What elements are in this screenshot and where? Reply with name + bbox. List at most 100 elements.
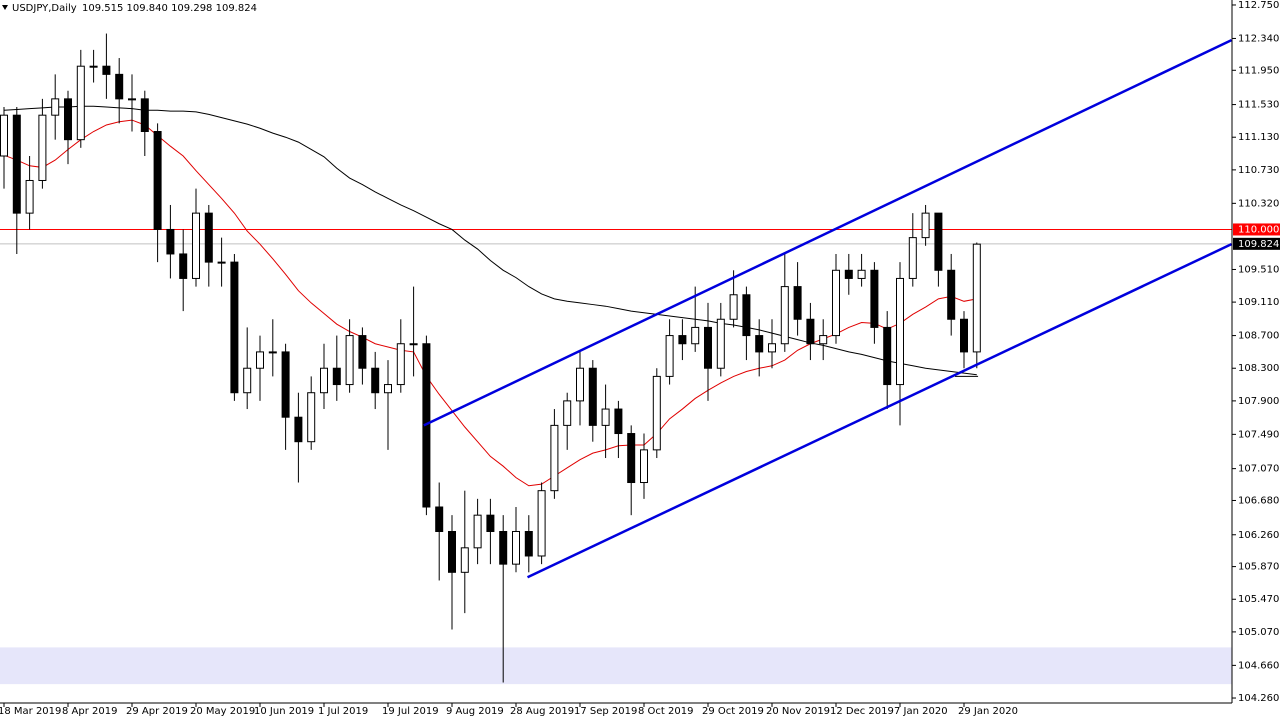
candle-body (870, 269, 879, 328)
candle-body (76, 65, 85, 141)
candle-body (780, 286, 789, 345)
candle-body (102, 65, 111, 75)
candle-body (358, 335, 367, 369)
candle-body (934, 212, 943, 271)
candle-body (486, 514, 495, 532)
x-tick-label: 20 May 2019 (190, 706, 255, 717)
price-label-box (1233, 223, 1280, 236)
candle-body (588, 367, 597, 426)
x-tick-label: 8 Oct 2019 (638, 706, 693, 717)
candle-body (153, 131, 162, 230)
candle-body (473, 514, 482, 549)
candle-body (384, 384, 392, 394)
candle-body (793, 286, 802, 320)
candle-body (716, 318, 725, 369)
moving-average (3, 105, 977, 376)
candle-body (972, 243, 981, 353)
candle-body (89, 65, 98, 68)
candle-body (896, 277, 904, 386)
support-zone (0, 647, 1232, 685)
y-tick-label: 111.130 (1238, 132, 1279, 143)
candle-body (140, 98, 149, 133)
candle-body (320, 367, 328, 394)
symbol-menu[interactable] (2, 5, 8, 10)
plot-area (0, 33, 1233, 685)
x-tick-label: 20 Nov 2019 (766, 706, 830, 717)
candle-body (179, 253, 188, 279)
candle-body (832, 269, 840, 337)
x-tick-label: 19 Jul 2019 (382, 706, 439, 717)
x-tick-label: 28 Aug 2019 (510, 706, 574, 717)
quote: 109.515 109.840 109.298 109.824 (82, 3, 257, 14)
candle-body (0, 114, 8, 157)
candle-body (396, 343, 405, 386)
candle-body (614, 408, 623, 435)
moving-average (3, 119, 977, 487)
candle-body (563, 400, 572, 426)
candle-body (307, 392, 316, 443)
symbol-title: USDJPY,Daily (12, 3, 77, 14)
candle-body (128, 98, 136, 101)
x-tick-label: 7 Jan 2020 (894, 706, 948, 717)
candle-body (25, 179, 34, 214)
candle-body (627, 433, 636, 484)
y-tick-label: 107.900 (1238, 396, 1279, 407)
candle-body (537, 490, 546, 557)
candle-body (448, 530, 456, 573)
y-tick-label: 105.470 (1238, 594, 1279, 605)
candle-body (268, 351, 277, 354)
y-tick-label: 111.950 (1238, 65, 1279, 76)
candle-body (640, 449, 648, 484)
candle-body (768, 343, 776, 353)
candle-body (908, 237, 917, 279)
y-tick-label: 109.510 (1238, 264, 1279, 275)
y-tick-label: 108.300 (1238, 363, 1279, 374)
y-tick-label: 112.750 (1238, 0, 1279, 11)
x-tick-label: 9 Aug 2019 (446, 706, 504, 717)
candle-body (204, 212, 213, 263)
candle-body (371, 367, 380, 394)
candle-body (409, 343, 418, 346)
candle-body (729, 294, 738, 320)
x-tick-label: 29 Oct 2019 (702, 706, 764, 717)
candle-body (460, 547, 469, 573)
candle-body (844, 269, 853, 279)
y-tick-label: 112.340 (1238, 33, 1279, 44)
candle-body (256, 351, 264, 369)
y-tick-label: 110.320 (1238, 198, 1279, 209)
candle-body (115, 73, 124, 100)
y-tick-label: 107.490 (1238, 429, 1279, 440)
candle-body (332, 367, 341, 386)
trendline (423, 38, 1233, 427)
candle-body (742, 294, 751, 337)
x-tick-label: 10 Jun 2019 (254, 706, 314, 717)
trendline (526, 243, 1233, 579)
candle-body (499, 530, 508, 565)
candle-body (166, 228, 175, 255)
y-tick-label: 111.530 (1238, 100, 1279, 111)
candle-body (230, 261, 239, 394)
candle-body (947, 269, 956, 320)
candle-body (576, 367, 584, 402)
x-tick-label: 29 Jan 2020 (958, 706, 1018, 717)
candle-body (678, 335, 687, 345)
y-tick-label: 109.110 (1238, 297, 1279, 308)
y-tick-label: 105.070 (1238, 627, 1279, 638)
candle-body (652, 375, 661, 451)
candle-body (294, 416, 303, 443)
x-tick-label: 18 Mar 2019 (0, 706, 61, 717)
candle-body (691, 326, 700, 345)
y-tick-label: 108.700 (1238, 331, 1279, 342)
x-tick-label: 12 Dec 2019 (830, 706, 894, 717)
candle-body (755, 335, 764, 353)
x-tick-label: 8 Apr 2019 (62, 706, 117, 717)
candle-body (12, 114, 21, 214)
candle-body (883, 326, 892, 386)
candle-body (281, 351, 290, 418)
candle-body (243, 367, 252, 394)
price-label: 109.824 (1238, 239, 1279, 250)
candle-body (51, 98, 60, 116)
y-tick-label: 104.260 (1238, 693, 1279, 704)
price-label-box (1233, 237, 1280, 250)
